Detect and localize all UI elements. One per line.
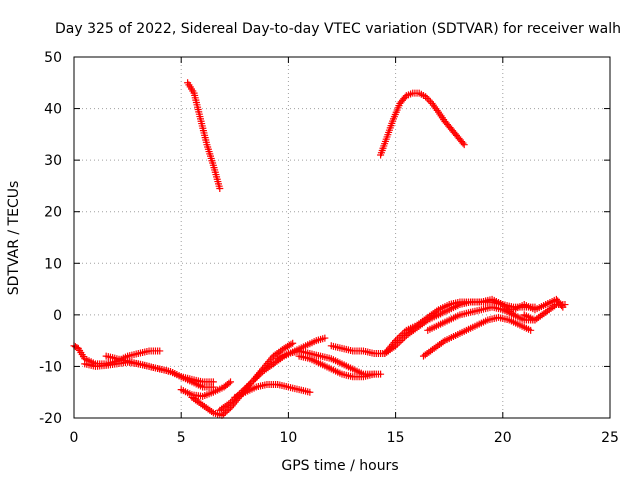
data-point-interp [399,330,407,338]
series-track-q [520,301,569,324]
data-point-interp [425,96,433,104]
data-point-interp [393,335,401,343]
series-track-p [510,295,567,314]
series-track-e [102,352,217,391]
x-tick-label: 20 [494,430,512,446]
data-point [370,370,378,378]
data-point-interp [268,354,276,362]
series-track-k [295,352,378,381]
data-point-interp [395,333,403,341]
data-point [321,334,329,342]
series-track-o [419,313,535,360]
data-point-interp [220,410,228,418]
data-point-interp [397,331,405,339]
y-tick-label: 0 [53,308,62,324]
data-point [527,326,535,334]
x-tick-label: 0 [70,430,79,446]
series-track-a [184,79,224,193]
chart-title: Day 325 of 2022, Sidereal Day-to-day VTE… [55,21,621,37]
x-axis-label: GPS time / hours [281,458,398,474]
data-point [216,185,224,193]
y-tick-label: 10 [44,256,62,272]
series-track-f [177,378,235,400]
data-point [156,347,164,355]
y-tick-label: 30 [44,153,62,169]
data-point [248,378,256,386]
data-point [377,370,385,378]
data-point [561,301,569,309]
series-track-b [377,89,468,159]
series-track-i [231,380,314,401]
data-point-interp [225,379,233,387]
y-axis-label: SDTVAR / TECUs [6,181,22,296]
data-point [306,388,314,396]
data-point-interp [423,94,431,102]
x-tick-label: 25 [601,430,619,446]
data-point-interp [287,340,295,348]
data-point-interp [558,302,566,310]
y-tick-label: -20 [39,411,62,427]
y-tick-label: 20 [44,205,62,221]
y-tick-label: 50 [44,50,62,66]
x-tick-label: 10 [279,430,297,446]
y-tick-label: 40 [44,102,62,118]
data-point [422,93,430,101]
x-tick-label: 5 [177,430,186,446]
series-track-m [381,295,518,358]
data-point [460,141,468,149]
data-point-interp [221,408,229,416]
plot-frame [73,56,611,419]
data-point [392,337,400,345]
data-point-interp [459,139,467,147]
x-tick-label: 15 [387,430,405,446]
y-tick-label: -10 [39,359,62,375]
data-point [227,378,235,386]
data-marks [70,79,569,419]
axis-ticks: 0 5 10 15 20 25 -20 -10 0 10 20 30 40 50 [39,50,619,446]
data-point [289,339,297,347]
